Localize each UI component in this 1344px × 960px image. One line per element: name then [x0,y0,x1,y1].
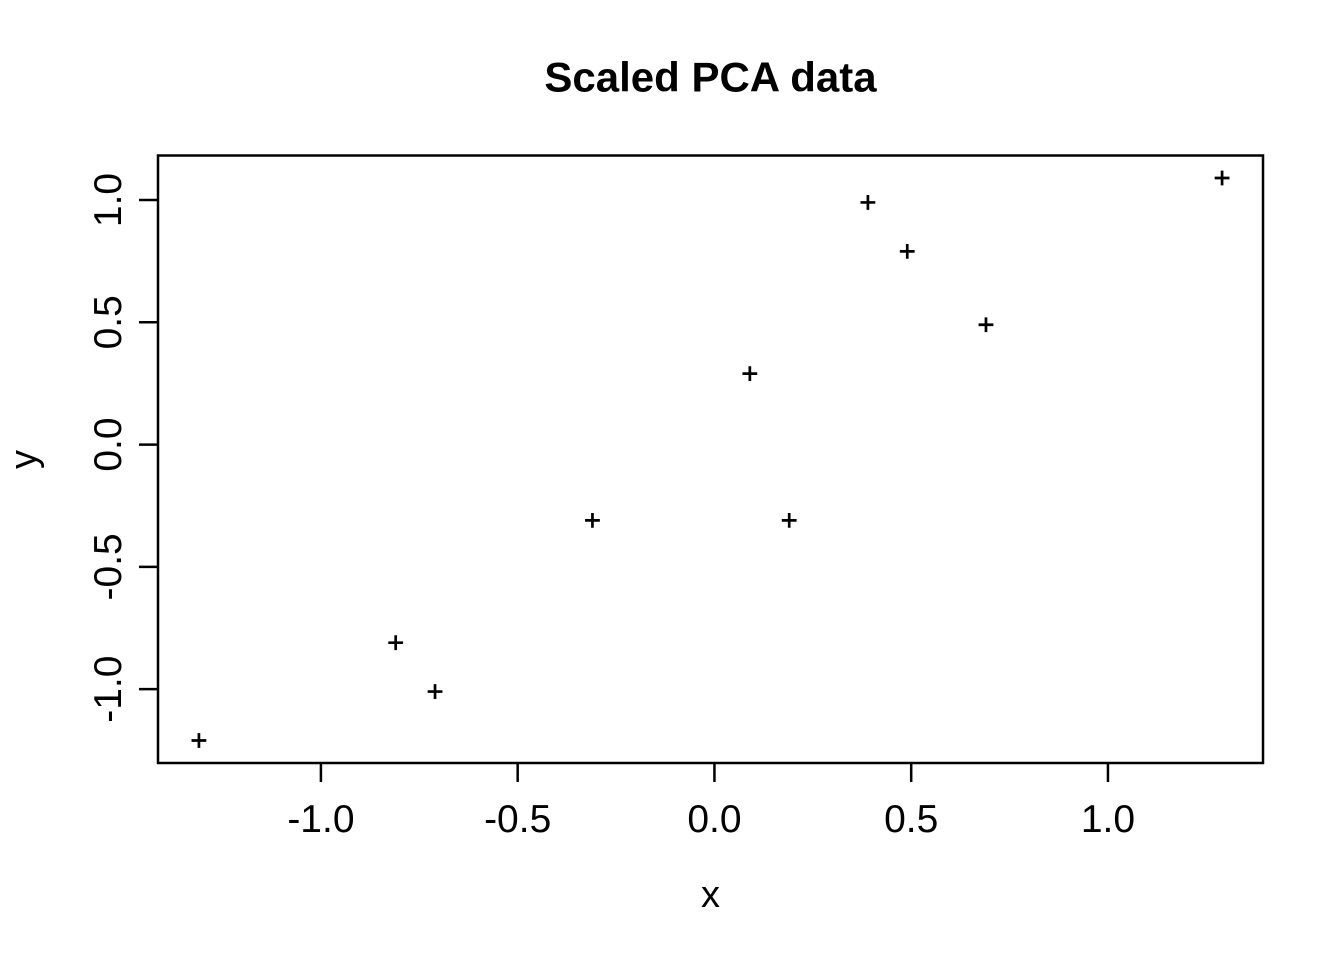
data-point-marker [742,366,758,382]
x-axis-label: x [701,874,720,916]
x-tick-label: -0.5 [484,798,551,841]
plot-box [156,154,1265,765]
y-tick-label: 0.5 [87,295,130,349]
data-point-marker [585,512,600,528]
y-tick-label: -0.5 [87,533,130,600]
data-point-marker [781,512,797,528]
axis-ticks-group: -1.0 -0.5 0.0 0.5 1.0 -1.0 -0.5 0.0 0.5 1.0 [87,173,1135,841]
plot-box-group [156,154,1265,765]
data-point-marker [978,317,994,333]
x-tick-label: -1.0 [287,798,354,841]
x-tick-label: 0.5 [884,798,938,841]
data-point-marker [899,243,915,259]
data-point-marker [1214,170,1230,186]
y-tick-label: 1.0 [87,173,130,227]
x-tick-label: 0.0 [687,798,741,841]
data-points-group [191,170,1230,748]
x-tick-label: 1.0 [1081,798,1135,841]
y-tick-label: 0.0 [87,417,130,471]
chart-title: Scaled PCA data [544,54,877,101]
y-tick-label: -1.0 [87,656,130,723]
data-point-marker [388,635,404,651]
y-axis-label: y [3,450,45,469]
data-point-marker [191,733,207,748]
data-point-marker [427,684,443,699]
data-point-marker [860,195,876,210]
